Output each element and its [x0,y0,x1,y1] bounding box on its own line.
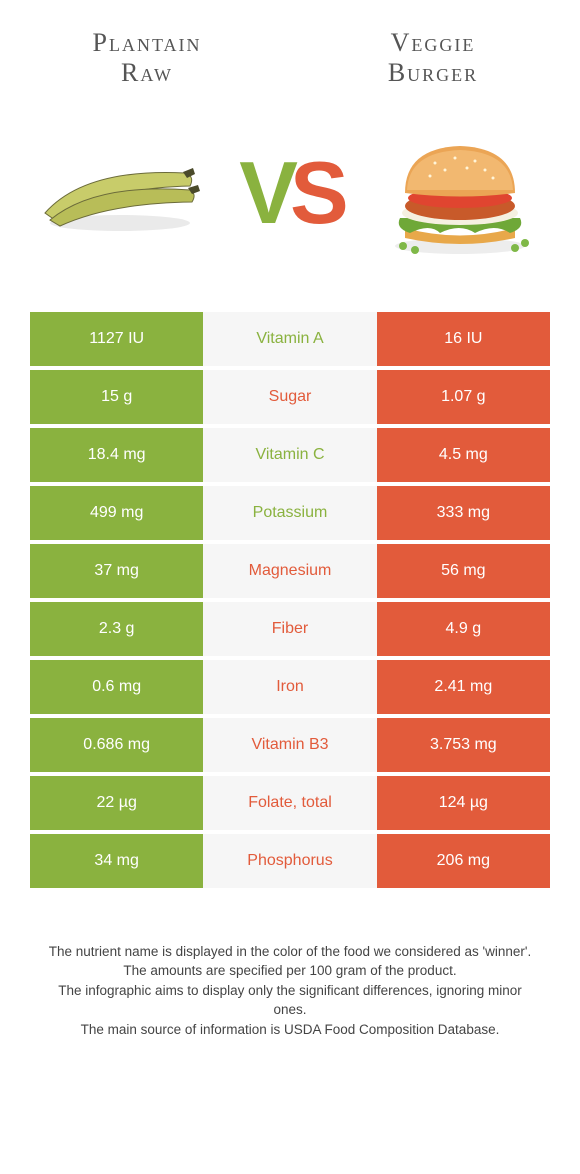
right-value: 4.9 g [377,602,550,656]
nutrient-table: 1127 IUVitamin A16 IU15 gSugar1.07 g18.4… [30,308,550,892]
left-value: 0.6 mg [30,660,203,714]
nutrient-name: Vitamin B3 [203,718,376,772]
table-row: 0.686 mgVitamin B33.753 mg [30,718,550,772]
nutrient-name: Phosphorus [203,834,376,888]
left-value: 37 mg [30,544,203,598]
right-value: 124 µg [377,776,550,830]
nutrient-name: Vitamin A [203,312,376,366]
footer-line: The amounts are specified per 100 gram o… [40,961,540,981]
right-value: 56 mg [377,544,550,598]
left-value: 499 mg [30,486,203,540]
vs-v-letter: V [239,143,290,242]
left-value: 0.686 mg [30,718,203,772]
vs-label: VS [239,142,340,244]
table-row: 0.6 mgIron2.41 mg [30,660,550,714]
nutrient-name: Magnesium [203,544,376,598]
left-food-line1: Plantain [93,28,202,57]
nutrient-name: Potassium [203,486,376,540]
left-food-title: Plantain Raw [30,28,264,88]
table-row: 2.3 gFiber4.9 g [30,602,550,656]
footer-line: The main source of information is USDA F… [40,1020,540,1040]
plantain-image [30,128,210,258]
nutrient-name: Iron [203,660,376,714]
right-value: 4.5 mg [377,428,550,482]
right-food-line1: Veggie [391,28,476,57]
table-row: 1127 IUVitamin A16 IU [30,312,550,366]
vs-s-letter: S [290,143,341,242]
burger-image [370,128,550,258]
left-value: 34 mg [30,834,203,888]
table-row: 22 µgFolate, total124 µg [30,776,550,830]
images-row: VS [30,118,550,268]
nutrient-name: Vitamin C [203,428,376,482]
right-food-title: Veggie Burger [316,28,550,88]
left-value: 1127 IU [30,312,203,366]
footer-line: The infographic aims to display only the… [40,981,540,1020]
left-food-line2: Raw [121,58,173,87]
nutrient-name: Sugar [203,370,376,424]
nutrient-name: Folate, total [203,776,376,830]
table-row: 499 mgPotassium333 mg [30,486,550,540]
left-value: 15 g [30,370,203,424]
right-food-line2: Burger [388,58,478,87]
right-value: 1.07 g [377,370,550,424]
header: Plantain Raw Veggie Burger [30,28,550,88]
table-row: 37 mgMagnesium56 mg [30,544,550,598]
left-value: 22 µg [30,776,203,830]
right-value: 2.41 mg [377,660,550,714]
right-value: 16 IU [377,312,550,366]
left-value: 2.3 g [30,602,203,656]
footer-line: The nutrient name is displayed in the co… [40,942,540,962]
nutrient-name: Fiber [203,602,376,656]
table-row: 18.4 mgVitamin C4.5 mg [30,428,550,482]
right-value: 206 mg [377,834,550,888]
left-value: 18.4 mg [30,428,203,482]
table-row: 34 mgPhosphorus206 mg [30,834,550,888]
table-row: 15 gSugar1.07 g [30,370,550,424]
footer-notes: The nutrient name is displayed in the co… [30,942,550,1040]
right-value: 333 mg [377,486,550,540]
right-value: 3.753 mg [377,718,550,772]
